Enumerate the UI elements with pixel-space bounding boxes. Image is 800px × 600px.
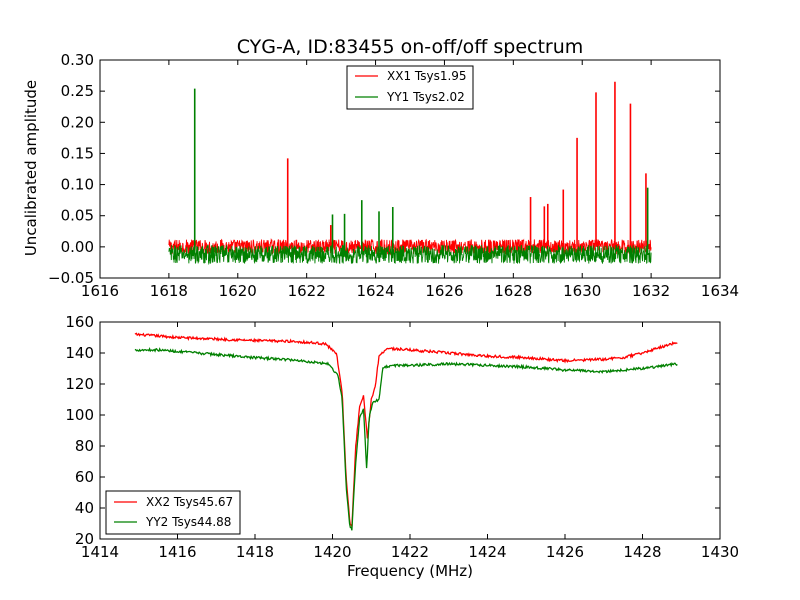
bottom-xtick-label-8: 1430 [701,543,739,561]
bottom-panel: 1414 1416 1418 1420 1422 1424 1426 1428 1430 20 40… [65,313,739,580]
bottom-legend-label-yy2: YY2 Tsys44.88 [145,515,231,529]
top-panel-ylabel: Uncalibrated amplitude [22,80,40,256]
bottom-panel-series [134,332,678,531]
top-ytick-label-7: 0.30 [61,51,94,69]
bottom-xtick-label-4: 1422 [391,543,429,561]
top-xtick-label-2: 1620 [219,282,257,300]
top-xtick-label-9: 1634 [701,282,739,300]
top-panel: CYG-A, ID:83455 on-off/off spectrum Unca… [22,36,739,300]
top-xtick-label-6: 1628 [494,282,532,300]
bottom-ytick-label-1: 40 [75,499,94,517]
top-xtick-label-5: 1626 [425,282,463,300]
bottom-xtick-label-6: 1426 [546,543,584,561]
bottom-ytick-label-3: 80 [75,437,94,455]
top-xtick-label-1: 1618 [150,282,188,300]
top-ytick-label-6: 0.25 [61,82,94,100]
bottom-xtick-label-5: 1424 [468,543,506,561]
top-ytick-label-4: 0.15 [61,144,94,162]
bottom-ytick-label-0: 20 [75,530,94,548]
top-legend-label-xx1: XX1 Tsys1.95 [387,69,467,83]
bottom-xtick-label-2: 1418 [236,543,274,561]
top-xtick-label-4: 1624 [356,282,394,300]
bottom-xtick-label-1: 1416 [158,543,196,561]
top-panel-ticks: 1616 1618 1620 1622 1624 1626 1628 1630 1632 1634… [48,51,739,300]
top-ytick-label-1: 0.00 [61,238,94,256]
bottom-xtick-label-7: 1428 [623,543,661,561]
bottom-ytick-label-5: 120 [65,375,94,393]
bottom-panel-xlabel: Frequency (MHz) [347,562,473,580]
top-panel-frame [99,59,721,279]
bottom-ytick-label-6: 140 [65,344,94,362]
top-ytick-label-5: 0.20 [61,113,94,131]
bottom-ytick-label-2: 60 [75,468,94,486]
bottom-legend-label-xx2: XX2 Tsys45.67 [146,495,233,509]
bottom-series-0-trace [134,332,678,527]
top-panel-legend: XX1 Tsys1.95 YY1 Tsys2.02 [346,65,474,110]
bottom-xtick-label-0: 1414 [81,543,119,561]
top-xtick-label-0: 1616 [81,282,119,300]
top-ytick-label-3: 0.10 [61,176,94,194]
bottom-series-1-trace [134,347,678,531]
top-legend-label-yy1: YY1 Tsys2.02 [386,90,465,104]
bottom-panel-ticks: 1414 1416 1418 1420 1422 1424 1426 1428 1430 20 40… [65,313,739,561]
top-series-1-trace [168,244,652,266]
top-xtick-label-3: 1622 [288,282,326,300]
top-legend-box [346,65,474,110]
bottom-ytick-label-7: 160 [65,313,94,331]
top-xtick-label-8: 1632 [632,282,670,300]
top-xtick-label-7: 1630 [563,282,601,300]
top-panel-series [168,81,652,266]
top-ytick-label-0: −0.05 [48,269,94,287]
bottom-panel-legend: XX2 Tsys45.67 YY2 Tsys44.88 [105,490,241,535]
top-panel-title: CYG-A, ID:83455 on-off/off spectrum [237,36,584,58]
bottom-xtick-label-3: 1420 [313,543,351,561]
top-ytick-label-2: 0.05 [61,207,94,225]
bottom-legend-box [105,490,241,535]
bottom-ytick-label-4: 100 [65,406,94,424]
